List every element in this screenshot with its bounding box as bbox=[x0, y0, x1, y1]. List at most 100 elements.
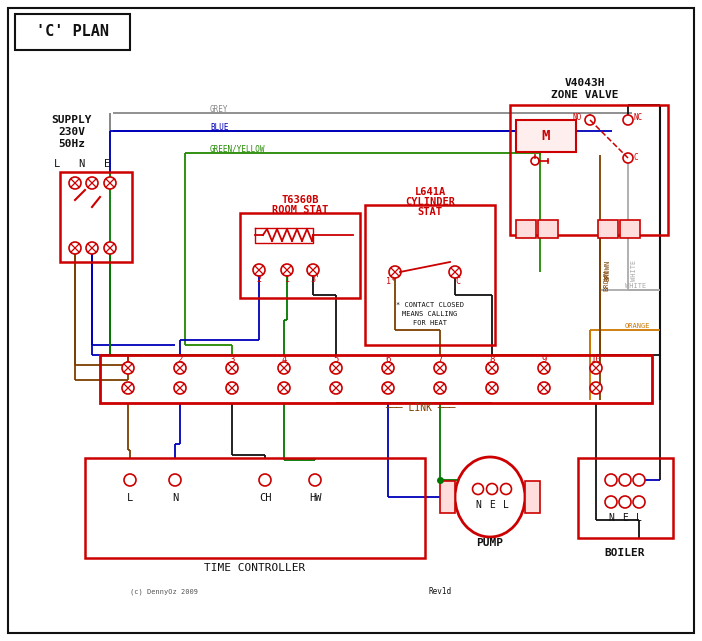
Text: BOILER: BOILER bbox=[604, 548, 645, 558]
Circle shape bbox=[382, 362, 394, 374]
Circle shape bbox=[623, 115, 633, 125]
Circle shape bbox=[605, 474, 617, 486]
Bar bbox=[240, 213, 360, 298]
Bar bbox=[510, 105, 668, 235]
Circle shape bbox=[122, 382, 134, 394]
Text: ROOM STAT: ROOM STAT bbox=[272, 205, 328, 215]
Circle shape bbox=[590, 382, 602, 394]
Text: SUPPLY: SUPPLY bbox=[52, 115, 92, 125]
Text: CH: CH bbox=[259, 493, 271, 503]
Text: E: E bbox=[489, 500, 495, 510]
Bar bbox=[598, 220, 618, 238]
Bar bbox=[516, 120, 576, 152]
Text: L: L bbox=[503, 500, 509, 510]
Circle shape bbox=[278, 382, 290, 394]
Circle shape bbox=[619, 474, 631, 486]
Text: GREY: GREY bbox=[210, 104, 228, 113]
Circle shape bbox=[169, 474, 181, 486]
Circle shape bbox=[226, 362, 238, 374]
Text: E: E bbox=[622, 513, 628, 523]
Text: MEANS CALLING: MEANS CALLING bbox=[402, 311, 458, 317]
Circle shape bbox=[501, 483, 512, 494]
Text: PUMP: PUMP bbox=[477, 538, 503, 548]
Circle shape bbox=[434, 382, 446, 394]
Text: BLUE: BLUE bbox=[210, 122, 228, 131]
Circle shape bbox=[538, 382, 550, 394]
Text: 'C' PLAN: 'C' PLAN bbox=[37, 24, 110, 40]
Ellipse shape bbox=[455, 457, 525, 537]
Text: N: N bbox=[172, 493, 178, 503]
Bar bbox=[620, 220, 640, 238]
Circle shape bbox=[619, 496, 631, 508]
Text: HW: HW bbox=[309, 493, 322, 503]
Circle shape bbox=[486, 362, 498, 374]
Circle shape bbox=[307, 264, 319, 276]
Text: ZONE VALVE: ZONE VALVE bbox=[551, 90, 618, 100]
Text: BROWN: BROWN bbox=[604, 260, 610, 281]
Circle shape bbox=[585, 115, 595, 125]
Text: C: C bbox=[456, 278, 461, 287]
Text: L   N   E: L N E bbox=[54, 159, 110, 169]
Circle shape bbox=[86, 242, 98, 254]
Circle shape bbox=[281, 264, 293, 276]
Bar bbox=[100, 355, 652, 403]
Text: V4043H: V4043H bbox=[564, 78, 605, 88]
Text: 2: 2 bbox=[256, 276, 262, 285]
Bar bbox=[525, 481, 540, 513]
Bar bbox=[60, 172, 132, 262]
Circle shape bbox=[623, 153, 633, 163]
Circle shape bbox=[538, 362, 550, 374]
Circle shape bbox=[633, 474, 645, 486]
Circle shape bbox=[124, 474, 136, 486]
Text: GREEN/YELLOW: GREEN/YELLOW bbox=[210, 144, 265, 153]
Text: FOR HEAT: FOR HEAT bbox=[413, 320, 447, 326]
Circle shape bbox=[633, 496, 645, 508]
Circle shape bbox=[382, 382, 394, 394]
Text: L: L bbox=[127, 493, 133, 503]
Text: 230V: 230V bbox=[58, 127, 86, 137]
Circle shape bbox=[590, 362, 602, 374]
Text: WHITE: WHITE bbox=[631, 260, 637, 281]
Text: NC: NC bbox=[633, 113, 642, 122]
Circle shape bbox=[309, 474, 321, 486]
Circle shape bbox=[486, 483, 498, 494]
Circle shape bbox=[104, 242, 116, 254]
Text: * CONTACT CLOSED: * CONTACT CLOSED bbox=[396, 302, 464, 308]
Circle shape bbox=[174, 362, 186, 374]
Text: 7: 7 bbox=[437, 356, 443, 365]
Text: L: L bbox=[636, 513, 642, 523]
Circle shape bbox=[330, 382, 342, 394]
Text: NO: NO bbox=[573, 113, 582, 122]
Text: 4: 4 bbox=[282, 356, 286, 365]
Bar bbox=[578, 458, 673, 538]
Circle shape bbox=[86, 177, 98, 189]
Circle shape bbox=[253, 264, 265, 276]
Text: 5: 5 bbox=[333, 356, 338, 365]
Circle shape bbox=[531, 157, 539, 165]
Text: C: C bbox=[633, 153, 637, 163]
Circle shape bbox=[330, 362, 342, 374]
Text: ─── LINK ───: ─── LINK ─── bbox=[385, 403, 456, 413]
Text: M: M bbox=[542, 129, 550, 143]
Circle shape bbox=[434, 362, 446, 374]
Text: 50Hz: 50Hz bbox=[58, 139, 86, 149]
Circle shape bbox=[605, 496, 617, 508]
Text: T6360B: T6360B bbox=[282, 195, 319, 205]
Text: 1*: 1* bbox=[386, 278, 396, 287]
Bar bbox=[365, 205, 495, 345]
Text: BROWN: BROWN bbox=[603, 269, 609, 290]
Text: 1: 1 bbox=[284, 276, 289, 285]
Circle shape bbox=[486, 382, 498, 394]
Circle shape bbox=[104, 177, 116, 189]
Bar bbox=[85, 458, 425, 558]
Bar bbox=[516, 220, 536, 238]
Text: CYLINDER: CYLINDER bbox=[405, 197, 455, 207]
Circle shape bbox=[472, 483, 484, 494]
Circle shape bbox=[449, 266, 461, 278]
Text: (c) DennyOz 2009: (c) DennyOz 2009 bbox=[130, 588, 198, 595]
Text: 1: 1 bbox=[126, 356, 131, 365]
Circle shape bbox=[69, 242, 81, 254]
Text: 2: 2 bbox=[178, 356, 183, 365]
Text: TIME CONTROLLER: TIME CONTROLLER bbox=[204, 563, 305, 573]
Circle shape bbox=[69, 177, 81, 189]
